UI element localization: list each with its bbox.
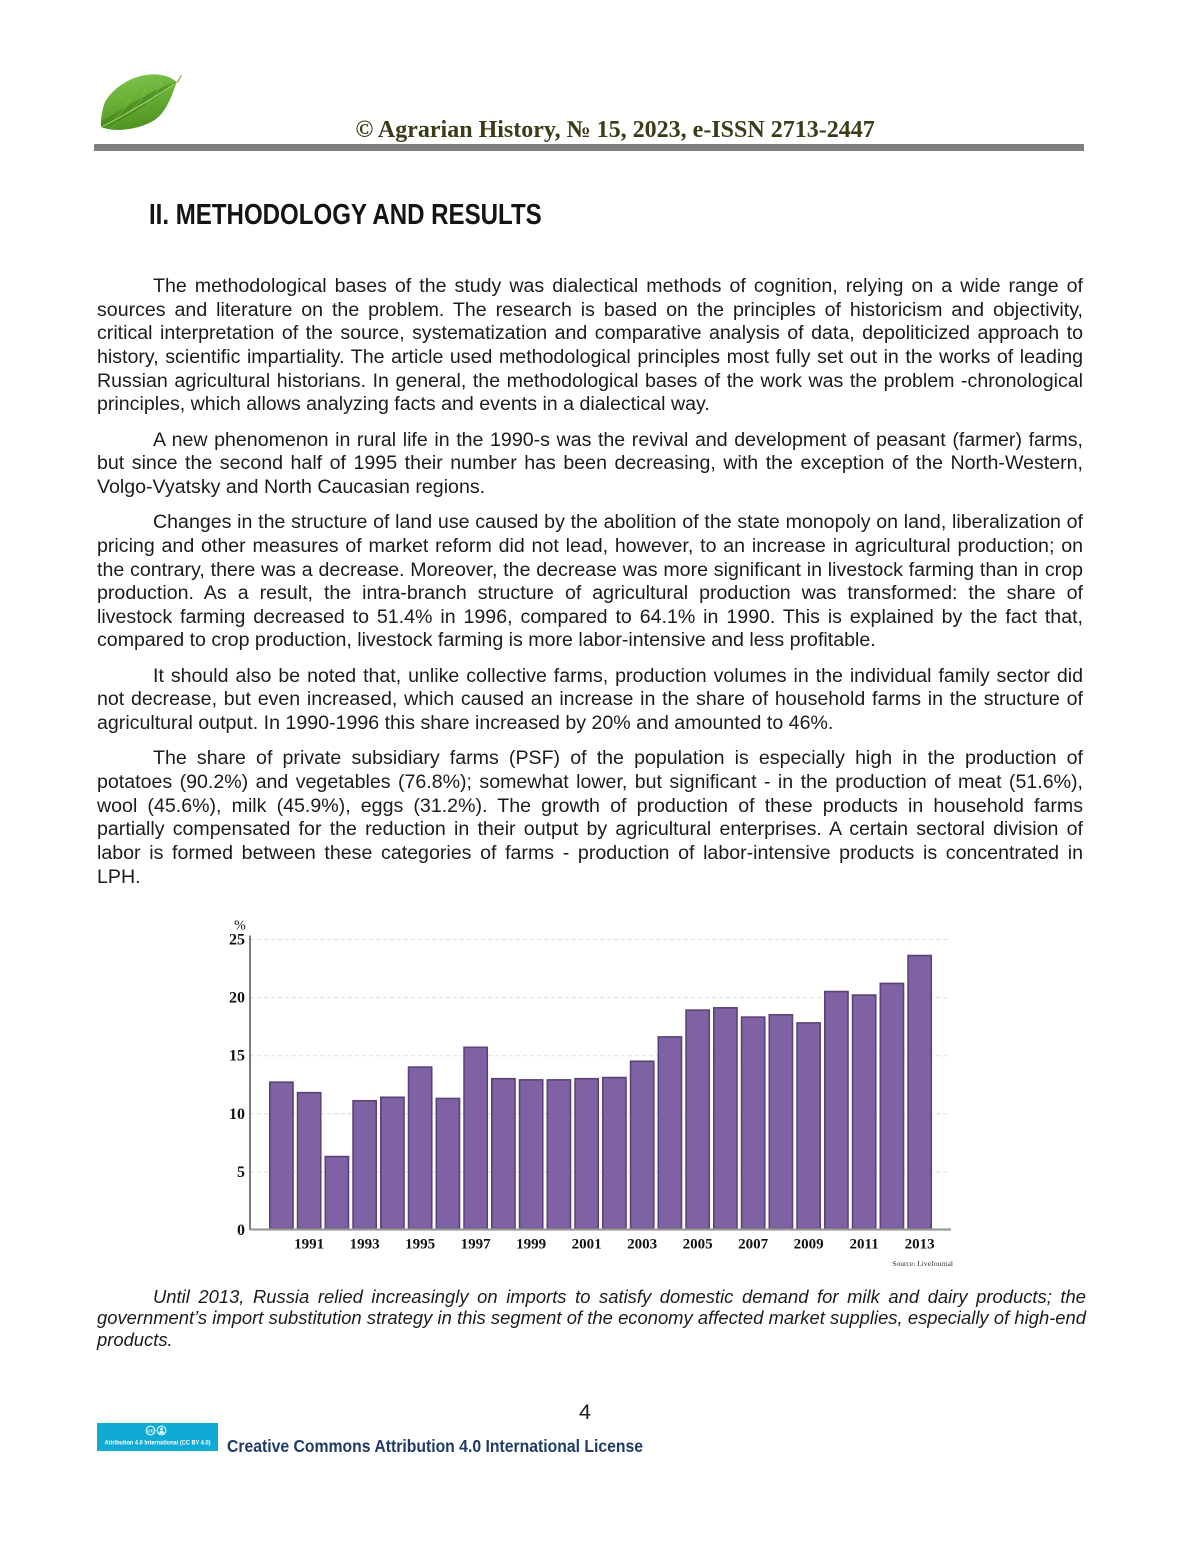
svg-text:20: 20	[229, 990, 245, 1007]
svg-text:cc: cc	[147, 1429, 154, 1435]
svg-text:2009: 2009	[794, 1236, 824, 1252]
svg-text:5: 5	[237, 1164, 245, 1181]
svg-text:2003: 2003	[627, 1236, 657, 1252]
svg-text:%: %	[234, 919, 246, 934]
svg-text:2001: 2001	[572, 1236, 602, 1252]
svg-text:25: 25	[229, 932, 245, 949]
svg-text:2011: 2011	[850, 1236, 879, 1252]
svg-text:15: 15	[229, 1048, 245, 1065]
svg-text:Source: LiveJournal: Source: LiveJournal	[892, 1259, 953, 1268]
svg-text:1991: 1991	[294, 1236, 324, 1252]
svg-text:0: 0	[237, 1222, 245, 1239]
svg-text:10: 10	[229, 1106, 245, 1123]
svg-text:2007: 2007	[738, 1236, 769, 1252]
svg-text:1993: 1993	[350, 1236, 380, 1252]
svg-text:1999: 1999	[516, 1236, 546, 1252]
svg-text:2013: 2013	[905, 1236, 935, 1252]
svg-text:1995: 1995	[405, 1236, 435, 1252]
svg-text:1997: 1997	[461, 1236, 492, 1252]
svg-text:2005: 2005	[683, 1236, 713, 1252]
svg-text:Attribution 4.0 International: Attribution 4.0 International (CC BY 4.0…	[105, 1440, 211, 1447]
